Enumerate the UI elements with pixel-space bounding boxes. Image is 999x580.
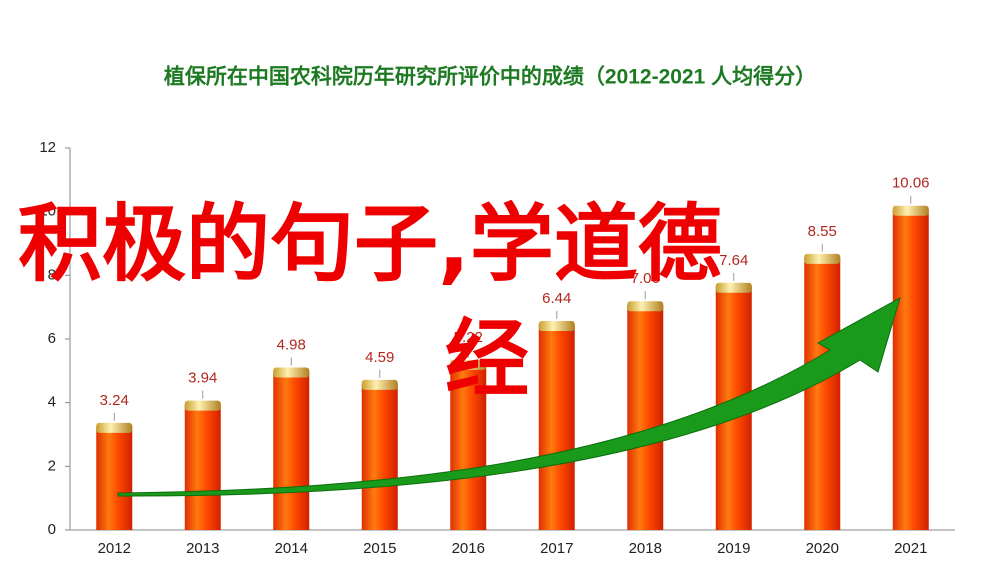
bar-cap xyxy=(627,301,664,312)
bar-cap xyxy=(538,320,575,331)
bar xyxy=(627,305,664,530)
y-tick-label: 6 xyxy=(48,330,56,347)
y-tick-label: 2 xyxy=(48,457,56,474)
x-tick-label: 2020 xyxy=(806,540,839,557)
x-tick-label: 2017 xyxy=(540,540,573,557)
x-tick-label: 2015 xyxy=(363,540,396,557)
bar xyxy=(96,426,133,530)
bar xyxy=(450,363,487,530)
value-label: 4.59 xyxy=(365,349,394,366)
bar-cap xyxy=(450,359,487,370)
bar xyxy=(184,404,221,530)
y-tick-label: 0 xyxy=(48,521,56,538)
bar-cap xyxy=(184,400,221,411)
bar-cap xyxy=(96,422,133,433)
value-label: 6.44 xyxy=(542,290,571,307)
value-label: 7.06 xyxy=(631,270,660,287)
x-tick-label: 2014 xyxy=(275,540,308,557)
value-label: 3.24 xyxy=(100,392,129,409)
y-tick-label: 12 xyxy=(39,139,56,156)
x-tick-label: 2012 xyxy=(98,540,131,557)
y-tick-label: 10 xyxy=(39,203,56,220)
value-label: 4.98 xyxy=(277,336,306,353)
bar-cap xyxy=(715,282,752,293)
y-tick-label: 8 xyxy=(48,266,56,283)
x-tick-label: 2021 xyxy=(894,540,927,557)
bar xyxy=(361,383,398,530)
value-label: 5.22 xyxy=(454,329,483,346)
x-tick-label: 2019 xyxy=(717,540,750,557)
x-tick-label: 2013 xyxy=(186,540,219,557)
value-label: 8.55 xyxy=(808,223,837,240)
overlay-text: 经 xyxy=(445,310,529,408)
overlay-text: 积极的句子,学道德 xyxy=(18,195,722,293)
bar xyxy=(538,324,575,530)
bar-cap xyxy=(892,205,929,216)
chart-title: 植保所在中国农科院历年研究所评价中的成绩（2012-2021 人均得分） xyxy=(164,65,816,89)
y-tick-label: 4 xyxy=(48,394,56,411)
value-label: 7.64 xyxy=(719,252,748,269)
value-label: 3.94 xyxy=(188,370,217,387)
bar xyxy=(892,209,929,531)
x-tick-label: 2018 xyxy=(629,540,662,557)
bar-cap xyxy=(273,367,310,378)
bar xyxy=(804,257,841,530)
value-label: 10.06 xyxy=(892,175,930,192)
bar-cap xyxy=(804,253,841,264)
x-tick-label: 2016 xyxy=(452,540,485,557)
bar-cap xyxy=(361,379,398,390)
trend-arrow xyxy=(117,296,901,497)
bar xyxy=(273,371,310,530)
